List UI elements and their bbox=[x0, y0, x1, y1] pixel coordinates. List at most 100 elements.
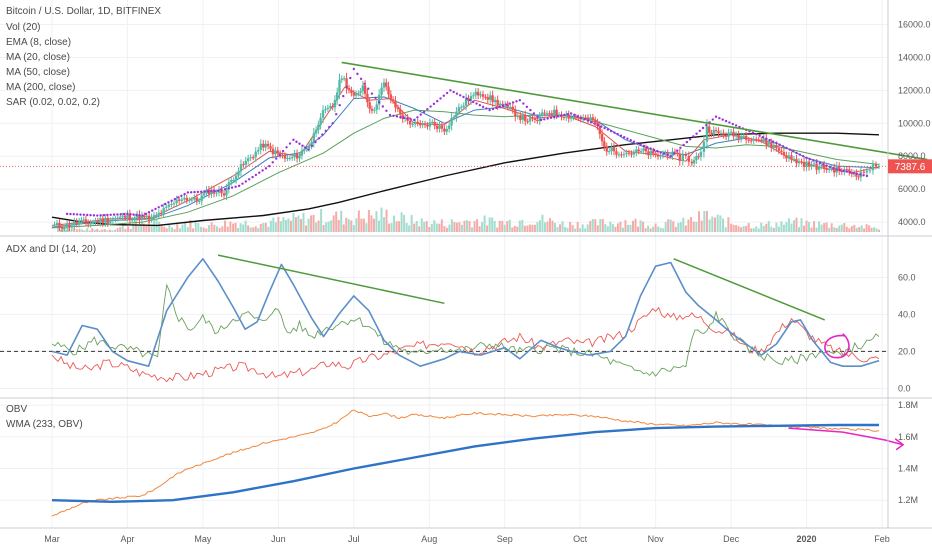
obv-panel[interactable] bbox=[51, 409, 905, 517]
sar-dot bbox=[515, 100, 518, 103]
sar-dot bbox=[79, 213, 82, 216]
last-price-tag: 7387.6 bbox=[888, 159, 932, 174]
candle-body bbox=[443, 128, 446, 132]
candle-body bbox=[760, 139, 763, 141]
candle-body bbox=[87, 222, 90, 225]
volume-bar bbox=[609, 221, 612, 232]
price-panel[interactable] bbox=[0, 61, 928, 232]
candle-body bbox=[423, 123, 427, 126]
volume-bar bbox=[679, 221, 682, 232]
sar-dot bbox=[629, 138, 632, 142]
sar-dot bbox=[842, 169, 845, 173]
candle-body bbox=[654, 153, 657, 155]
volume-bar bbox=[269, 220, 272, 232]
candle-body bbox=[702, 141, 706, 152]
sar-dot bbox=[321, 133, 324, 136]
volume-bar bbox=[70, 229, 73, 232]
sar-dot bbox=[755, 133, 758, 136]
candle-body bbox=[562, 117, 566, 119]
sar-dot bbox=[247, 178, 251, 181]
candle-body bbox=[637, 149, 640, 152]
volume-bar bbox=[581, 224, 584, 232]
sar-dot bbox=[845, 170, 848, 173]
time-tick-label: Sep bbox=[497, 534, 513, 544]
sar-dot bbox=[505, 103, 508, 106]
volume-bar bbox=[684, 225, 687, 232]
volume-bar bbox=[413, 223, 416, 232]
volume-bar bbox=[400, 212, 403, 232]
volume-bar bbox=[632, 220, 634, 232]
candle-body bbox=[717, 130, 720, 134]
adx-title: ADX and DI (14, 20) bbox=[6, 244, 96, 255]
volume-bar bbox=[305, 225, 308, 232]
sar-dot bbox=[227, 187, 230, 190]
volume-bar bbox=[843, 223, 846, 232]
candle-body bbox=[671, 151, 674, 157]
candle-body bbox=[752, 139, 755, 141]
volume-bar bbox=[347, 219, 350, 232]
volume-bar bbox=[629, 225, 632, 232]
sar-dot bbox=[203, 190, 206, 193]
volume-bar bbox=[98, 230, 101, 232]
volume-bar bbox=[435, 223, 438, 232]
volume-bar bbox=[385, 209, 388, 232]
candle-body bbox=[656, 154, 660, 157]
candle-body bbox=[101, 218, 105, 223]
sar-dot bbox=[675, 149, 679, 152]
sar-dot bbox=[632, 140, 636, 143]
volume-bar bbox=[189, 219, 192, 232]
time-tick-label: May bbox=[194, 534, 212, 544]
candle-body bbox=[312, 133, 316, 143]
sar-dot bbox=[442, 94, 446, 97]
volume-bar bbox=[158, 221, 161, 232]
volume-bar bbox=[672, 221, 675, 232]
candle-body bbox=[288, 157, 292, 159]
volume-bar bbox=[81, 229, 84, 232]
candle-body bbox=[833, 167, 836, 173]
candle-body bbox=[269, 146, 272, 149]
sar-dot bbox=[590, 120, 593, 124]
volume-bar bbox=[569, 221, 572, 232]
time-tick-label: Jul bbox=[348, 534, 360, 544]
volume-bar bbox=[471, 227, 474, 232]
candle-body bbox=[202, 193, 206, 196]
volume-bar bbox=[858, 227, 861, 232]
candle-body bbox=[131, 219, 134, 221]
volume-bar bbox=[62, 228, 65, 232]
candle-body bbox=[545, 113, 549, 115]
candle-body bbox=[519, 115, 522, 120]
candle-body bbox=[152, 215, 156, 217]
time-tick-label: Feb bbox=[874, 534, 890, 544]
volume-bar bbox=[103, 229, 106, 232]
volume-bar bbox=[108, 229, 111, 232]
candle-body bbox=[747, 139, 750, 141]
volume-bar bbox=[711, 216, 714, 232]
candle-body bbox=[550, 113, 554, 116]
candle-body bbox=[582, 117, 585, 120]
volume-bar bbox=[460, 224, 463, 232]
candle-body bbox=[303, 149, 306, 151]
adx-panel[interactable] bbox=[0, 254, 888, 383]
volume-bar bbox=[860, 225, 863, 232]
candle-body bbox=[584, 117, 587, 119]
price-tick-label: 10000.0 bbox=[898, 118, 931, 128]
sar-dot bbox=[751, 131, 755, 135]
candle-body bbox=[138, 214, 141, 221]
volume-bar bbox=[163, 226, 166, 232]
candle-body bbox=[732, 131, 735, 137]
candle-body bbox=[865, 170, 869, 173]
volume-bar bbox=[294, 217, 297, 232]
sar-dot bbox=[328, 125, 331, 129]
adx-highlight-circle bbox=[824, 333, 850, 359]
candle-body bbox=[460, 107, 463, 109]
sar-dot bbox=[216, 189, 220, 193]
sar-dot bbox=[367, 87, 370, 90]
candle-body bbox=[363, 85, 367, 94]
sar-dot bbox=[314, 140, 317, 144]
volume-bar bbox=[566, 227, 569, 232]
candle-body bbox=[690, 161, 694, 164]
candle-body bbox=[266, 143, 270, 147]
candle-body bbox=[785, 155, 788, 159]
volume-bar bbox=[508, 219, 511, 232]
